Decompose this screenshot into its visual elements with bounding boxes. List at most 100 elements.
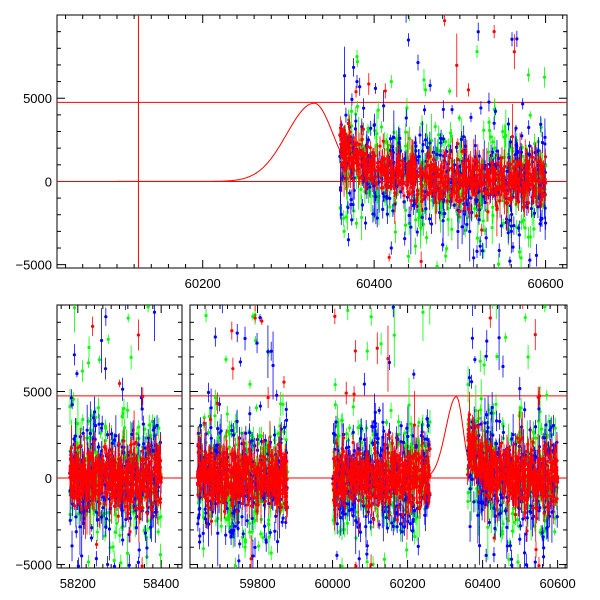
top-series-point <box>496 156 501 161</box>
top-series-point <box>504 134 508 138</box>
top-series-point <box>435 152 439 156</box>
top-series-point <box>414 218 418 222</box>
top-series-point <box>492 30 496 34</box>
bottom-series-point <box>145 546 149 550</box>
top-series-point <box>429 222 434 226</box>
top-series-point <box>474 157 478 161</box>
top-series-point <box>378 144 382 148</box>
top-series-point <box>373 86 378 90</box>
bottom-series-point <box>137 548 141 552</box>
top-series-point <box>487 150 491 154</box>
top-series-point <box>493 109 498 113</box>
top-series-point <box>523 226 527 230</box>
bottom-series-point <box>106 562 110 567</box>
top-series-point <box>510 37 514 41</box>
bottom-series-point <box>118 533 122 538</box>
top-series-point <box>508 140 513 144</box>
bottom-x-tick-label: 59800 <box>239 576 275 591</box>
bottom-series-point <box>155 423 159 428</box>
top-series-point <box>448 187 452 191</box>
top-series-point <box>514 195 518 200</box>
top-series-point <box>387 255 391 260</box>
top-series-point <box>543 192 547 197</box>
bottom-series-point <box>97 358 102 362</box>
top-x-tick-label: 60200 <box>185 276 221 291</box>
top-series-point <box>469 180 473 184</box>
top-series-point <box>375 216 379 220</box>
top-series-point <box>415 230 419 234</box>
top-series-point <box>344 215 348 219</box>
top-series-point <box>402 200 406 204</box>
bottom-series-point <box>112 564 117 568</box>
top-series-point <box>534 253 539 257</box>
bottom-series-point <box>121 387 125 391</box>
bottom-y-tick-label: 5000 <box>23 385 52 400</box>
bottom-series-point <box>69 396 73 400</box>
bottom-series-point <box>108 545 112 550</box>
top-series-point <box>426 164 430 168</box>
bottom-x-tick-label: 60600 <box>540 576 576 591</box>
top-series-point <box>389 168 393 172</box>
top-series-point <box>422 78 426 82</box>
top-series-point <box>404 144 408 148</box>
bottom-series-point <box>127 563 131 567</box>
top-series-point <box>456 142 460 146</box>
top-series-point <box>384 176 388 180</box>
top-series-point <box>448 131 453 135</box>
top-series-point <box>533 187 537 191</box>
top-series-point <box>456 157 460 162</box>
top-series-point <box>532 211 537 215</box>
top-series-point <box>349 198 353 202</box>
top-series-point <box>418 172 423 176</box>
top-series-point <box>529 155 534 159</box>
bottom-series-point <box>99 515 104 519</box>
bottom-series-point <box>130 432 134 436</box>
top-series-point <box>385 212 389 216</box>
bottom-series-point <box>143 446 147 450</box>
bottom-series-point <box>116 514 120 518</box>
bottom-y-tick-label: 0 <box>45 471 52 486</box>
top-series-point <box>493 173 497 177</box>
top-series-point <box>468 229 472 234</box>
top-series-point <box>485 174 489 178</box>
bottom-series-point <box>82 276 85 279</box>
bottom-series-point <box>114 434 118 438</box>
top-series-point <box>490 225 494 230</box>
top-series-point <box>497 262 501 266</box>
bottom-series-point <box>104 525 108 529</box>
top-series-point <box>406 190 410 194</box>
bottom-series-point <box>158 553 163 557</box>
top-series-point <box>533 142 537 146</box>
top-series-point <box>427 217 432 221</box>
bottom-series-point <box>93 424 98 428</box>
top-series-point <box>413 163 418 167</box>
top-series-point <box>360 137 364 142</box>
top-series-point <box>376 108 380 112</box>
top-series-point <box>403 223 408 227</box>
top-series-point <box>506 231 510 235</box>
bottom-series-point <box>97 445 101 449</box>
top-series-point <box>342 229 346 233</box>
top-series-point <box>508 218 512 222</box>
bottom-x-tick-label: 60400 <box>465 576 501 591</box>
top-series-point <box>511 175 516 179</box>
top-series-point <box>380 165 384 169</box>
top-series-point <box>399 169 403 173</box>
top-series-point <box>442 19 447 23</box>
top-series-point <box>435 264 439 268</box>
top-series-point <box>413 141 417 145</box>
top-series-point <box>514 173 518 177</box>
top-series-point <box>389 246 393 250</box>
top-series-point <box>516 161 520 165</box>
top-series-point <box>543 155 548 159</box>
top-series-point <box>464 144 468 148</box>
top-series-point <box>419 226 423 230</box>
top-series-point <box>517 200 521 204</box>
top-series-point <box>420 215 424 219</box>
bottom-series-point <box>147 423 151 427</box>
top-series-point <box>450 108 454 112</box>
top-series-point <box>543 206 547 210</box>
top-series-point <box>419 259 423 264</box>
top-series-point <box>371 150 375 155</box>
top-series-point <box>352 151 356 155</box>
